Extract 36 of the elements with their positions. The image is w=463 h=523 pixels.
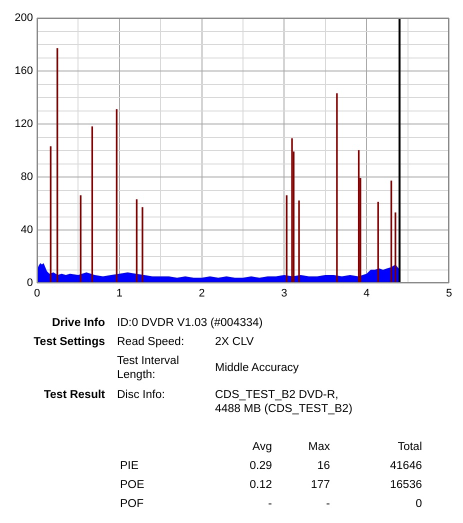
- y-tick-label: 200: [14, 12, 33, 24]
- text: Disc Info:: [117, 388, 165, 402]
- x-tick-label: 5: [446, 288, 452, 300]
- text: ID:0 DVDR V1.03 (#004334): [117, 316, 263, 330]
- text: Drive Info: [50, 316, 105, 330]
- text: Read Speed:: [117, 335, 184, 349]
- text: 177: [310, 478, 330, 492]
- text: Total: [396, 440, 422, 454]
- text: -: [325, 497, 330, 511]
- text: POF: [120, 497, 144, 511]
- text: Max: [307, 440, 330, 454]
- text: -: [267, 497, 272, 511]
- x-tick-label: 1: [116, 288, 122, 300]
- x-tick-label: 3: [281, 288, 288, 300]
- y-tick-label: 80: [20, 171, 33, 184]
- text: 0: [414, 497, 422, 511]
- text: Test Result: [42, 388, 105, 402]
- text: CDS_TEST_B2 DVD-R, 4488 MB (CDS_TEST_B2): [215, 388, 354, 416]
- text: 16: [316, 459, 330, 473]
- x-tick-label: 2: [198, 288, 205, 300]
- text: POE: [120, 478, 144, 492]
- text: 2X CLV: [215, 335, 254, 349]
- y-tick-label: 120: [14, 118, 33, 130]
- y-tick-label: 0: [26, 277, 33, 290]
- y-tick-label: 160: [14, 65, 33, 78]
- text: PIE: [120, 459, 139, 473]
- text: Avg: [251, 440, 272, 454]
- x-tick-label: 4: [364, 288, 370, 300]
- text: Test Interval Length:: [117, 354, 180, 382]
- text: 0.12: [248, 478, 272, 492]
- text: Middle Accuracy: [215, 361, 299, 375]
- text: 41646: [389, 459, 422, 473]
- text: 0.29: [248, 459, 272, 473]
- text: 16536: [389, 478, 422, 492]
- y-tick-label: 40: [20, 224, 33, 236]
- text: Test Settings: [32, 335, 105, 349]
